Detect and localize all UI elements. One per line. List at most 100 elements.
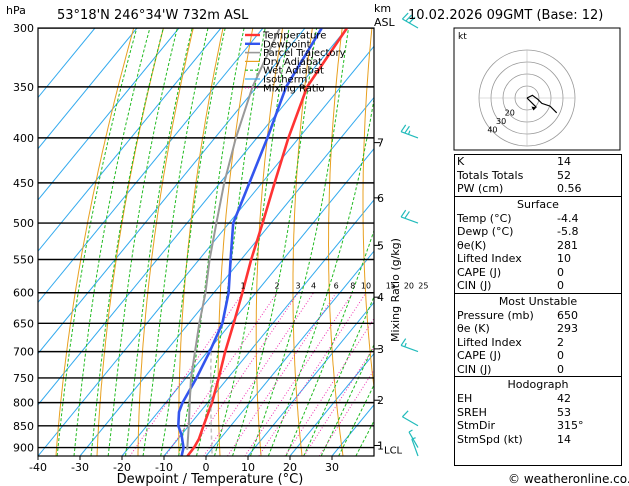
- mixing-ratio-line: [258, 292, 367, 456]
- index-label: StmSpd (kt): [457, 432, 523, 446]
- pressure-tick-label: 400: [13, 132, 34, 145]
- mixing-ratio-line: [284, 317, 374, 456]
- most-unstable-indices: Pressure (mb) 650 θe (K) 293 Lifted Index 2 CA…: [455, 309, 621, 377]
- index-value: 42: [557, 392, 571, 405]
- wind-barb-half-flag: [408, 429, 413, 433]
- most-unstable-title: Most Unstable: [498, 294, 578, 308]
- wind-barb: [408, 429, 419, 448]
- storm-motion-arrow: [526, 97, 537, 108]
- storm-motion-arrowhead: [531, 106, 537, 111]
- index-row: Lifted Index 10: [455, 252, 621, 266]
- wet-adiabat-line: [56, 28, 138, 456]
- index-label: θe (K): [457, 322, 490, 335]
- hodograph-indices: EH 42 SREH 53 StmDir 315° StmSpd (kt) 14: [455, 392, 621, 446]
- index-value: 0: [557, 349, 564, 362]
- index-value: 281: [557, 238, 578, 252]
- wet-adiabat-line: [90, 28, 164, 456]
- index-row: Lifted Index 2: [455, 336, 621, 350]
- wind-barb-staff: [400, 131, 419, 139]
- index-row: θe (K) 293: [455, 322, 621, 336]
- wind-barb-half-flag: [404, 342, 407, 348]
- index-row: Dewp (°C) -5.8: [455, 225, 621, 239]
- index-label: PW (cm): [457, 182, 504, 195]
- wind-barb-staff: [402, 18, 419, 29]
- wet-adiabat-line: [196, 28, 266, 456]
- dewpoint-curve: [177, 28, 323, 456]
- km-tick-label: 3: [377, 343, 384, 356]
- wind-barb-staff: [400, 344, 419, 353]
- dry-adiabat-line: [328, 28, 344, 456]
- wind-barb-half-flag: [407, 130, 411, 135]
- index-row: EH 42: [455, 392, 621, 406]
- legend-label: Mixing Ratio: [263, 83, 325, 94]
- wind-barb-half-flag: [411, 437, 416, 440]
- index-row: K 14: [455, 155, 621, 169]
- wind-barb-staff: [408, 431, 419, 448]
- index-label: EH: [457, 392, 473, 405]
- index-value: 14: [557, 432, 571, 446]
- pressure-tick-label: 850: [13, 420, 34, 433]
- wind-barb-staff: [411, 438, 419, 457]
- hodograph-unit-label: kt: [458, 32, 467, 42]
- temperature-tick-label: -20: [113, 461, 131, 474]
- mixing-ratio-line: [318, 369, 374, 456]
- wind-barb-flag: [400, 209, 407, 218]
- index-row: Totals Totals 52: [455, 169, 621, 183]
- wind-barb-flag: [404, 125, 410, 134]
- wet-adiabat-line: [214, 28, 290, 456]
- mixing-ratio-label: 4: [311, 282, 316, 291]
- wet-adiabat-line: [303, 295, 374, 456]
- index-row: CAPE (J) 0: [455, 266, 621, 280]
- wind-barb-flag: [405, 14, 413, 22]
- mixing-ratio-label: 1: [241, 282, 246, 291]
- isotherm-line: [247, 301, 374, 456]
- pressure-tick-label: 550: [13, 254, 34, 267]
- isotherm-line: [38, 28, 222, 252]
- asl-unit: ASL: [374, 16, 396, 29]
- wind-barb: [400, 338, 419, 353]
- wind-barb: [411, 437, 419, 457]
- dry-adiabat-line: [362, 28, 374, 392]
- index-row: CAPE (J) 0: [455, 349, 621, 363]
- index-label: Lifted Index: [457, 335, 522, 349]
- isotherm-line: [205, 250, 374, 456]
- wet-adiabat-line: [320, 343, 374, 456]
- pressure-tick-label: 300: [13, 22, 34, 35]
- pressure-tick-label: 450: [13, 177, 34, 190]
- dry-adiabat-line: [96, 28, 164, 456]
- index-value: 2: [557, 335, 564, 349]
- mixing-ratio-label: 20: [404, 282, 414, 291]
- wind-barb: [401, 12, 419, 29]
- index-label: Pressure (mb): [457, 308, 534, 322]
- wet-adiabat-line: [73, 28, 151, 456]
- axes: 300350400450500550600650700750800850900-…: [13, 22, 428, 474]
- wet-adiabat-line: [338, 383, 374, 456]
- mixing-ratio-label: 15: [386, 282, 396, 291]
- index-label: θe(K): [457, 238, 487, 252]
- index-row: StmDir 315°: [455, 419, 621, 433]
- index-label: K: [457, 155, 465, 168]
- parcel-trajectory-curve: [186, 28, 281, 450]
- index-label: StmDir: [457, 419, 496, 432]
- index-value: -5.8: [557, 225, 579, 238]
- index-value: 0: [557, 265, 564, 279]
- legend-label: Temperature: [262, 31, 326, 42]
- index-value: 0: [557, 362, 564, 376]
- dry-adiabat-line: [217, 28, 254, 456]
- pressure-tick-label: 600: [13, 287, 34, 300]
- index-row: StmSpd (kt) 14: [455, 433, 621, 447]
- pressure-tick-label: 800: [13, 397, 34, 410]
- index-label: CAPE (J): [457, 265, 502, 279]
- index-label: SREH: [457, 405, 487, 419]
- pressure-tick-label: 750: [13, 372, 34, 385]
- datetime-label: 10.02.2026 09GMT (Base: 12): [408, 8, 603, 23]
- lcl-label: LCL: [384, 446, 403, 457]
- wet-adiabat-line: [178, 28, 245, 456]
- index-row: SREH 53: [455, 406, 621, 420]
- wind-barb-flag: [408, 16, 416, 24]
- km-tick-label: 6: [377, 192, 384, 205]
- legend-label: Parcel Trajectory: [263, 48, 346, 59]
- mixing-ratio-label: 8: [350, 282, 355, 291]
- wind-barb-flag: [400, 124, 407, 133]
- temperature-tick-label: 30: [325, 461, 339, 474]
